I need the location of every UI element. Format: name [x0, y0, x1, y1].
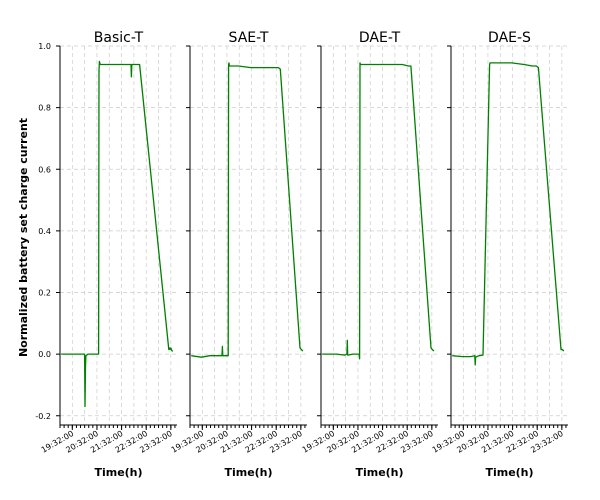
y-tick-label: -0.2: [35, 412, 51, 421]
data-line-1: [322, 62, 435, 360]
chart-panel-2: 19:32:0020:32:0021:32:0022:32:0023:32:00…: [170, 30, 307, 479]
y-tick-label: 0.0: [38, 350, 51, 359]
data-line-1: [452, 62, 565, 366]
data-line-1: [191, 62, 304, 358]
chart-title: DAE-T: [359, 30, 401, 46]
chart-panel-4: 19:32:0020:32:0021:32:0022:32:0023:32:00…: [431, 30, 568, 479]
chart-title: SAE-T: [229, 30, 269, 46]
y-tick-label: 1.0: [38, 42, 51, 51]
chart-title: DAE-S: [488, 30, 531, 46]
y-tick-label: 0.8: [38, 104, 51, 113]
x-axis-label: Time(h): [224, 466, 272, 479]
x-axis-label: Time(h): [355, 466, 403, 479]
data-line-1: [61, 60, 173, 408]
y-tick-label: 0.6: [38, 165, 51, 174]
y-tick-label: 0.4: [38, 227, 51, 236]
chart-panel-3: 19:32:0020:32:0021:32:0022:32:0023:32:00…: [301, 30, 438, 479]
y-axis-label: Normalized battery set charge current: [17, 118, 30, 357]
y-tick-label: 0.2: [38, 289, 51, 298]
x-axis-label: Time(h): [485, 466, 533, 479]
chart-panel-1: 1.00.80.60.40.20.0-0.219:32:0020:32:0021…: [35, 30, 177, 479]
x-axis-label: Time(h): [94, 466, 142, 479]
chart-title: Basic-T: [94, 30, 144, 46]
